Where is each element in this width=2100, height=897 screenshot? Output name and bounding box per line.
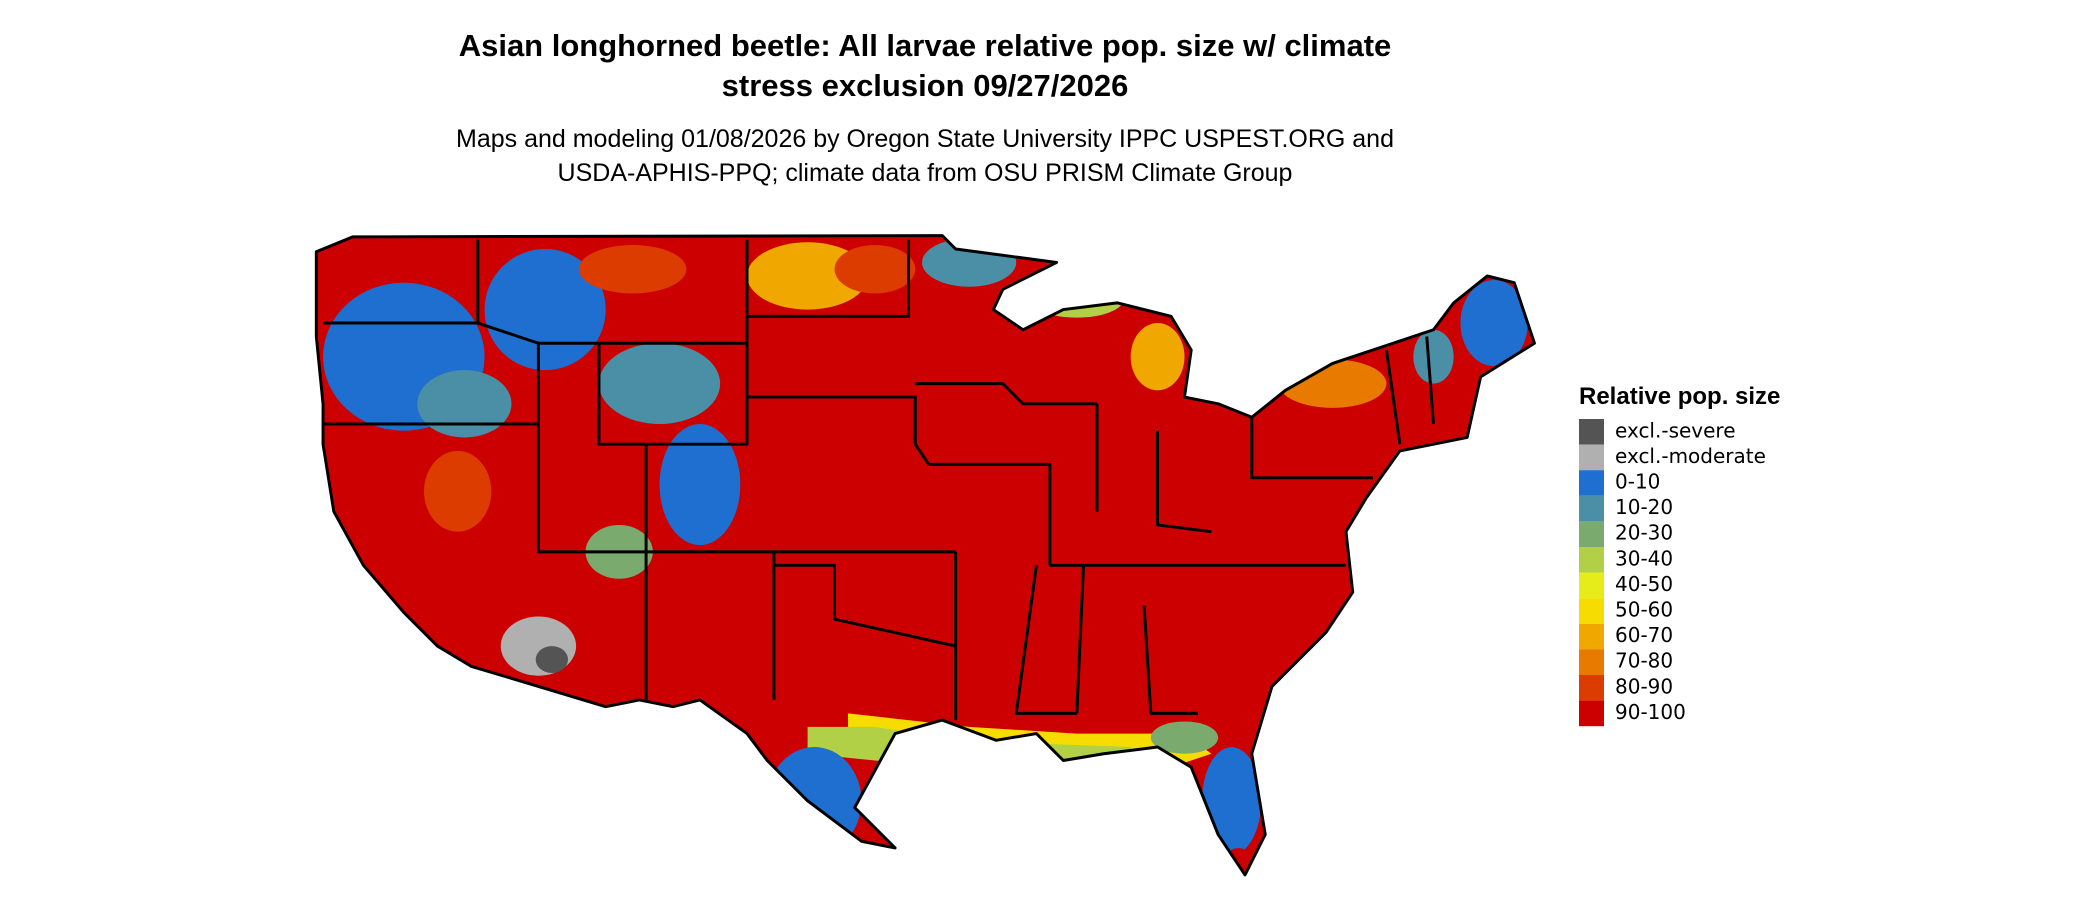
region [767, 747, 862, 855]
legend-label: 40-50 [1615, 572, 1673, 596]
legend-label: 70-80 [1615, 649, 1673, 673]
legend-swatch [1579, 521, 1604, 547]
legend-title: Relative pop. size [1579, 383, 1780, 410]
region [1029, 279, 1124, 318]
legend-label: 0-10 [1615, 470, 1660, 494]
legend-swatch [1579, 598, 1604, 624]
legend-swatch [1579, 470, 1604, 496]
legend-label: 90-100 [1615, 700, 1686, 724]
legend-swatch [1579, 419, 1604, 445]
region [1413, 329, 1454, 384]
region [535, 646, 569, 673]
state-borders [314, 234, 1536, 877]
region [484, 249, 606, 371]
region [922, 238, 1017, 287]
map-fill [316, 235, 1535, 875]
map [314, 234, 1536, 877]
legend-label: 20-30 [1615, 521, 1673, 545]
region [423, 450, 492, 532]
legend-label: 60-70 [1615, 623, 1673, 647]
legend-swatch [1579, 649, 1604, 675]
legend-swatch [1579, 495, 1604, 522]
legend-label: 30-40 [1615, 546, 1673, 570]
legend-label: excl.-severe [1615, 418, 1736, 442]
legend-swatch [1579, 700, 1604, 727]
legend: Relative pop. size excl.-severeexcl.-mod… [1579, 383, 1780, 727]
legend-label: 80-90 [1615, 674, 1673, 698]
subtitle-line: Maps and modeling 01/08/2026 by Oregon S… [456, 125, 1394, 153]
region [1150, 721, 1219, 754]
subtitle-line: USDA-APHIS-PPQ; climate data from OSU PR… [558, 159, 1293, 187]
region [1460, 279, 1528, 367]
region [598, 343, 721, 424]
title-line: Asian longhorned beetle: All larvae rela… [459, 28, 1392, 63]
legend-swatch [1579, 675, 1604, 701]
region [1130, 323, 1185, 391]
legend-swatch [1579, 444, 1604, 471]
region [578, 244, 687, 294]
region [659, 423, 741, 546]
legend-swatch [1579, 547, 1604, 573]
legend-swatch [1579, 572, 1604, 599]
region [417, 370, 512, 438]
legend-label: 10-20 [1615, 495, 1673, 519]
legend-label: excl.-moderate [1615, 444, 1766, 468]
title-line: stress exclusion 09/27/2026 [722, 68, 1129, 103]
legend-label: 50-60 [1615, 598, 1673, 622]
legend-swatch [1579, 623, 1604, 650]
region [834, 244, 916, 294]
region [747, 242, 869, 310]
